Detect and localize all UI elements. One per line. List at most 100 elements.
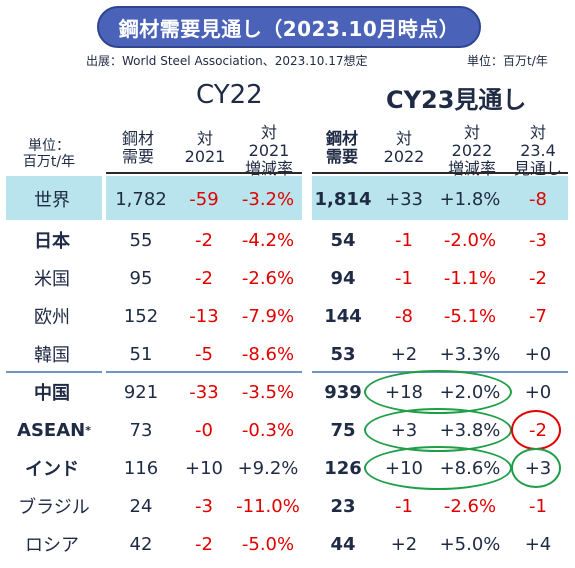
row-cy23-demand: 126	[324, 457, 362, 479]
row-cy23-vs234: -7	[529, 305, 547, 327]
row-cy22-demand: 1,782	[115, 188, 167, 210]
row-cy23-rate: -1.1%	[443, 267, 497, 289]
row-region: インド	[25, 459, 79, 480]
header-cy23-demand: 鋼材 需要	[325, 129, 358, 166]
row-cy23-rate: -2.6%	[443, 495, 497, 517]
row-cy22-vs2021: -5	[195, 343, 213, 365]
row-cy22-rate: -11.0%	[236, 495, 300, 517]
header-cy22-rate: 対 2021 増減率	[244, 123, 293, 178]
world-row-bg-cy22	[106, 176, 302, 220]
group-divider-region	[6, 371, 102, 373]
row-cy23-rate: +3.8%	[439, 419, 501, 441]
row-cy23-vs2022: +18	[385, 381, 423, 403]
row-cy23-vs2022: +10	[385, 457, 423, 479]
row-cy23-demand: 144	[324, 305, 362, 327]
row-cy23-rate: +8.6%	[439, 457, 501, 479]
row-cy22-vs2021: -2	[195, 533, 213, 555]
row-region: ブラジル	[18, 497, 90, 518]
row-cy22-vs2021: -59	[189, 188, 219, 210]
unit-note: 単位：百万t/年	[467, 54, 548, 68]
row-cy22-rate: -5.0%	[241, 533, 295, 555]
row-cy23-vs2022: +2	[390, 343, 418, 365]
row-cy22-demand: 921	[123, 381, 159, 403]
group-divider-cy22	[106, 371, 302, 373]
row-cy22-vs2021: -2	[195, 267, 213, 289]
row-cy23-vs2022: -1	[395, 229, 413, 251]
source-note: 出展：World Steel Association、2023.10.17想定	[86, 54, 368, 68]
row-region: 世界	[34, 190, 70, 211]
row-cy22-demand: 42	[129, 533, 153, 555]
row-cy22-rate: -0.3%	[241, 419, 295, 441]
row-cy23-demand: 23	[330, 495, 356, 517]
row-cy22-vs2021: -2	[195, 229, 213, 251]
row-cy23-vs234: -3	[529, 229, 547, 251]
row-cy22-demand: 24	[129, 495, 153, 517]
unit-header: 単位： 百万t/年	[22, 138, 76, 170]
row-cy23-vs2022: -8	[395, 305, 413, 327]
row-cy23-vs2022: -1	[395, 267, 413, 289]
row-region: ロシア	[25, 535, 79, 556]
row-cy23-vs2022: +2	[390, 533, 418, 555]
header-cy22-vs2021: 対 2021	[184, 129, 226, 166]
row-cy22-demand: 95	[129, 267, 153, 289]
row-cy23-vs234: +3	[524, 457, 552, 479]
row-cy23-vs234: +0	[524, 381, 552, 403]
cy23-label: CY23見通し	[386, 86, 527, 114]
row-cy23-demand: 54	[330, 229, 356, 251]
header-cy23-vs234: 対 23.4 見通し	[513, 123, 562, 178]
row-cy22-demand: 116	[123, 457, 159, 479]
row-cy23-vs2022: +3	[390, 419, 418, 441]
row-cy22-vs2021: -13	[189, 305, 219, 327]
row-cy23-rate: +3.3%	[439, 343, 501, 365]
row-cy22-rate: +9.2%	[237, 457, 299, 479]
world-row-bg-cy23	[312, 176, 568, 220]
row-cy22-demand: 55	[129, 229, 153, 251]
row-cy22-vs2021: +10	[185, 457, 223, 479]
header-cy23-vs2022: 対 2022	[383, 129, 425, 166]
row-cy22-rate: -7.9%	[241, 305, 295, 327]
row-cy23-rate: +2.0%	[439, 381, 501, 403]
world-row-bg-region	[6, 176, 102, 220]
row-cy23-vs234: -2	[529, 267, 547, 289]
row-cy23-rate: -2.0%	[443, 229, 497, 251]
row-cy22-rate: -4.2%	[241, 229, 295, 251]
row-cy23-demand: 44	[330, 533, 356, 555]
row-cy23-rate: +1.8%	[439, 188, 501, 210]
row-cy22-demand: 152	[123, 305, 159, 327]
row-cy23-demand: 94	[330, 267, 356, 289]
row-cy22-vs2021: -0	[195, 419, 213, 441]
row-cy23-vs234: -2	[529, 419, 547, 441]
row-cy23-vs234: +0	[524, 343, 552, 365]
row-cy23-rate: -5.1%	[443, 305, 497, 327]
row-cy23-vs234: +4	[524, 533, 552, 555]
row-region-asean: ASEAN *	[17, 419, 91, 441]
row-region: 米国	[34, 269, 70, 290]
cy22-label: CY22	[196, 80, 263, 110]
row-region: 中国	[34, 383, 70, 404]
header-cy23-rate: 対 2022 増減率	[447, 123, 496, 178]
row-cy22-vs2021: -3	[195, 495, 213, 517]
row-cy22-demand: 73	[129, 419, 153, 441]
row-cy23-vs234: -1	[529, 495, 547, 517]
row-cy22-vs2021: -33	[189, 381, 219, 403]
row-cy22-rate: -3.5%	[241, 381, 295, 403]
row-cy23-rate: +5.0%	[439, 533, 501, 555]
row-region: 欧州	[34, 307, 70, 328]
header-cy22-demand: 鋼材 需要	[121, 129, 154, 166]
row-region: 韓国	[34, 345, 70, 366]
row-cy23-demand: 1,814	[314, 188, 372, 210]
row-cy23-vs2022: +33	[385, 188, 423, 210]
row-cy22-demand: 51	[129, 343, 153, 365]
header-divider-cy22	[106, 172, 302, 174]
row-cy22-rate: -3.2%	[241, 188, 295, 210]
row-cy23-vs234: -8	[529, 188, 547, 210]
row-cy23-demand: 53	[330, 343, 356, 365]
header-divider-cy23	[312, 172, 568, 174]
row-cy23-vs2022: -1	[395, 495, 413, 517]
row-cy22-rate: -8.6%	[241, 343, 295, 365]
page-title: 鋼材需要見通し（2023.10月時点）	[97, 6, 481, 48]
row-cy23-demand: 939	[324, 381, 362, 403]
group-divider-cy23	[312, 371, 568, 373]
row-cy23-demand: 75	[330, 419, 356, 441]
row-cy22-rate: -2.6%	[241, 267, 295, 289]
